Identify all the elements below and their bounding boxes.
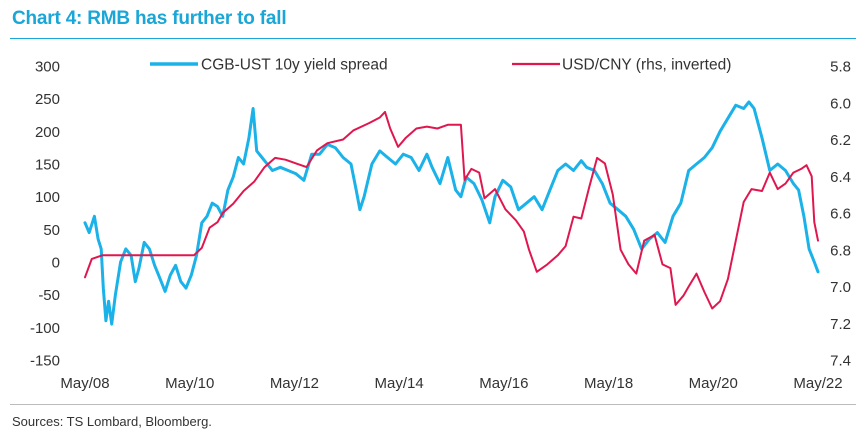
y-left-tick-label: -100	[30, 320, 60, 337]
x-tick-label: May/12	[270, 375, 319, 392]
x-tick-label: May/14	[375, 375, 424, 392]
series-line-cgb-ust-spread	[83, 100, 820, 326]
y-left-tick-label: 300	[35, 59, 60, 76]
y-right-tick-label: 6.8	[830, 242, 851, 259]
legend: CGB-UST 10y yield spread USD/CNY (rhs, i…	[150, 57, 731, 74]
plot-area	[83, 100, 820, 326]
y-right-tick-label: 7.0	[830, 279, 851, 296]
y-left-tick-label: -150	[30, 353, 60, 370]
y-left-tick-label: 50	[43, 222, 60, 239]
y-left-tick-label: 0	[52, 255, 60, 272]
series-line-usdcny	[84, 110, 819, 310]
y-right-tick-label: 6.2	[830, 132, 851, 149]
y-axis-right: 5.8 6.0 6.2 6.4 6.6 6.8 7.0 7.2 7.4	[830, 59, 851, 370]
chart-title: Chart 4: RMB has further to fall	[12, 8, 287, 29]
x-tick-label: May/22	[793, 375, 842, 392]
y-right-tick-label: 7.4	[830, 353, 851, 370]
y-left-tick-label: 200	[35, 124, 60, 141]
y-right-tick-label: 6.0	[830, 95, 851, 112]
y-left-tick-label: 250	[35, 91, 60, 108]
legend-label-spread: CGB-UST 10y yield spread	[201, 57, 388, 74]
y-axis-left: 300 250 200 150 100 50 0 -50 -100 -150	[30, 59, 60, 370]
y-right-tick-label: 5.8	[830, 59, 851, 76]
x-tick-label: May/16	[479, 375, 528, 392]
x-tick-label: May/20	[689, 375, 738, 392]
y-left-tick-label: -50	[38, 287, 60, 304]
y-left-tick-label: 100	[35, 189, 60, 206]
x-tick-label: May/10	[165, 375, 214, 392]
x-tick-label: May/18	[584, 375, 633, 392]
legend-label-usdcny: USD/CNY (rhs, inverted)	[562, 57, 731, 74]
source-note: Sources: TS Lombard, Bloomberg.	[12, 414, 212, 429]
y-right-tick-label: 6.4	[830, 169, 851, 186]
y-left-tick-label: 150	[35, 157, 60, 174]
chart-canvas: 300 250 200 150 100 50 0 -50 -100 -150 5.8 6.0 6.2 6…	[30, 57, 851, 393]
x-axis: May/08 May/10 May/12 May/14 May/16 May/18 May/…	[60, 375, 842, 392]
title-divider	[10, 38, 856, 39]
y-right-tick-label: 6.6	[830, 206, 851, 223]
footer-divider	[10, 404, 856, 405]
x-tick-label: May/08	[60, 375, 109, 392]
y-right-tick-label: 7.2	[830, 316, 851, 333]
